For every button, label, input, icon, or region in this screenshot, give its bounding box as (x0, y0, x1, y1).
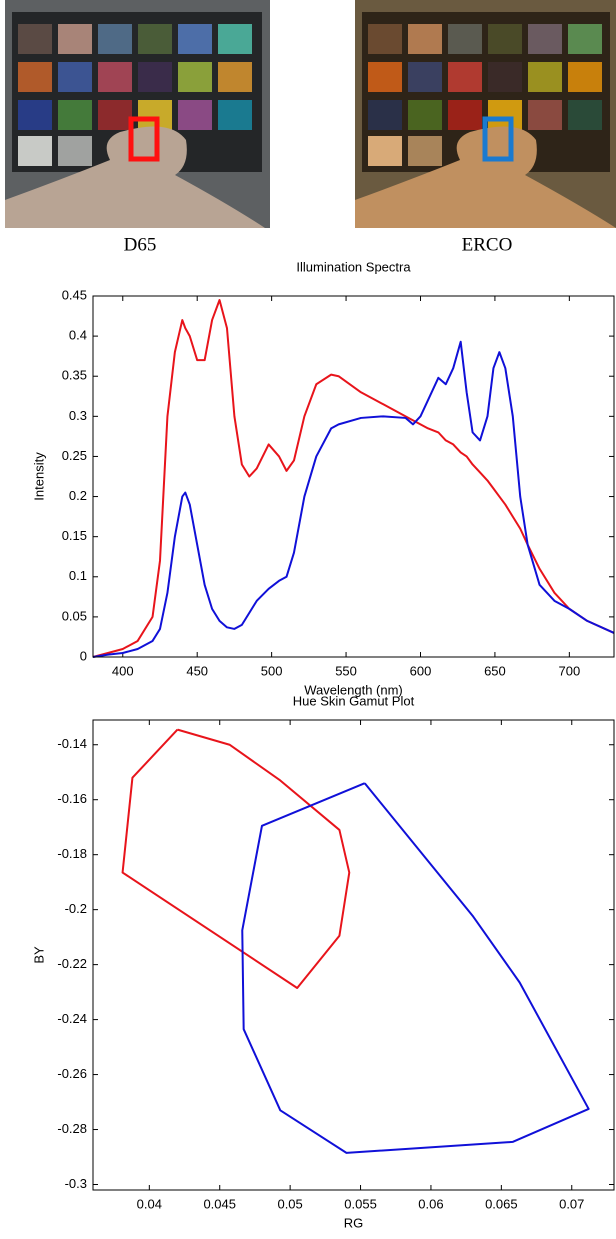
caption: D65 (124, 234, 157, 255)
y-tick-label: 0.1 (69, 568, 87, 583)
y-tick-label: -0.28 (57, 1121, 87, 1136)
x-tick-label: 0.04 (137, 1196, 162, 1211)
y-tick-label: -0.22 (57, 956, 87, 971)
x-tick-label: 550 (335, 663, 357, 678)
y-axis-label: BY (31, 946, 46, 964)
x-axis-label: RG (344, 1215, 364, 1230)
y-tick-label: 0.3 (69, 408, 87, 423)
series-line (241, 782, 590, 1154)
y-tick-label: -0.3 (65, 1176, 87, 1191)
series-line (92, 299, 615, 658)
plot-frame (92, 295, 615, 658)
x-tick-label: 700 (558, 663, 580, 678)
photo-d65 (5, 0, 270, 228)
x-tick-label: 0.05 (277, 1196, 302, 1211)
series-line (121, 728, 351, 989)
chart-title: Illumination Spectra (296, 259, 411, 274)
y-tick-label: -0.24 (57, 1011, 87, 1026)
series-line (92, 340, 615, 658)
y-tick-label: -0.14 (57, 736, 87, 751)
y-tick-label: 0.2 (69, 488, 87, 503)
y-tick-label: 0 (80, 648, 87, 663)
x-tick-label: 600 (410, 663, 432, 678)
y-tick-label: -0.2 (65, 901, 87, 916)
y-tick-label: 0.35 (62, 368, 87, 383)
y-tick-label: 0.4 (69, 328, 87, 343)
y-tick-label: 0.25 (62, 448, 87, 463)
x-tick-label: 0.045 (203, 1196, 236, 1211)
chart-title: Hue Skin Gamut Plot (293, 693, 415, 708)
y-axis-label: Intensity (31, 452, 46, 501)
y-tick-label: -0.16 (57, 791, 87, 806)
x-tick-label: 0.06 (418, 1196, 443, 1211)
x-tick-label: 650 (484, 663, 506, 678)
x-axis-label: Wavelength (nm) (304, 682, 403, 697)
y-tick-label: 0.15 (62, 528, 87, 543)
y-tick-label: -0.18 (57, 846, 87, 861)
photo-erco (355, 0, 616, 228)
plot-frame (92, 719, 615, 1191)
y-tick-label: 0.05 (62, 608, 87, 623)
x-tick-label: 450 (186, 663, 208, 678)
x-tick-label: 500 (261, 663, 283, 678)
y-tick-label: 0.45 (62, 287, 87, 302)
x-tick-label: 0.065 (485, 1196, 518, 1211)
y-tick-label: -0.26 (57, 1066, 87, 1081)
x-tick-label: 0.07 (559, 1196, 584, 1211)
x-tick-label: 0.055 (344, 1196, 377, 1211)
x-tick-label: 400 (112, 663, 134, 678)
caption: ERCO (462, 234, 513, 255)
